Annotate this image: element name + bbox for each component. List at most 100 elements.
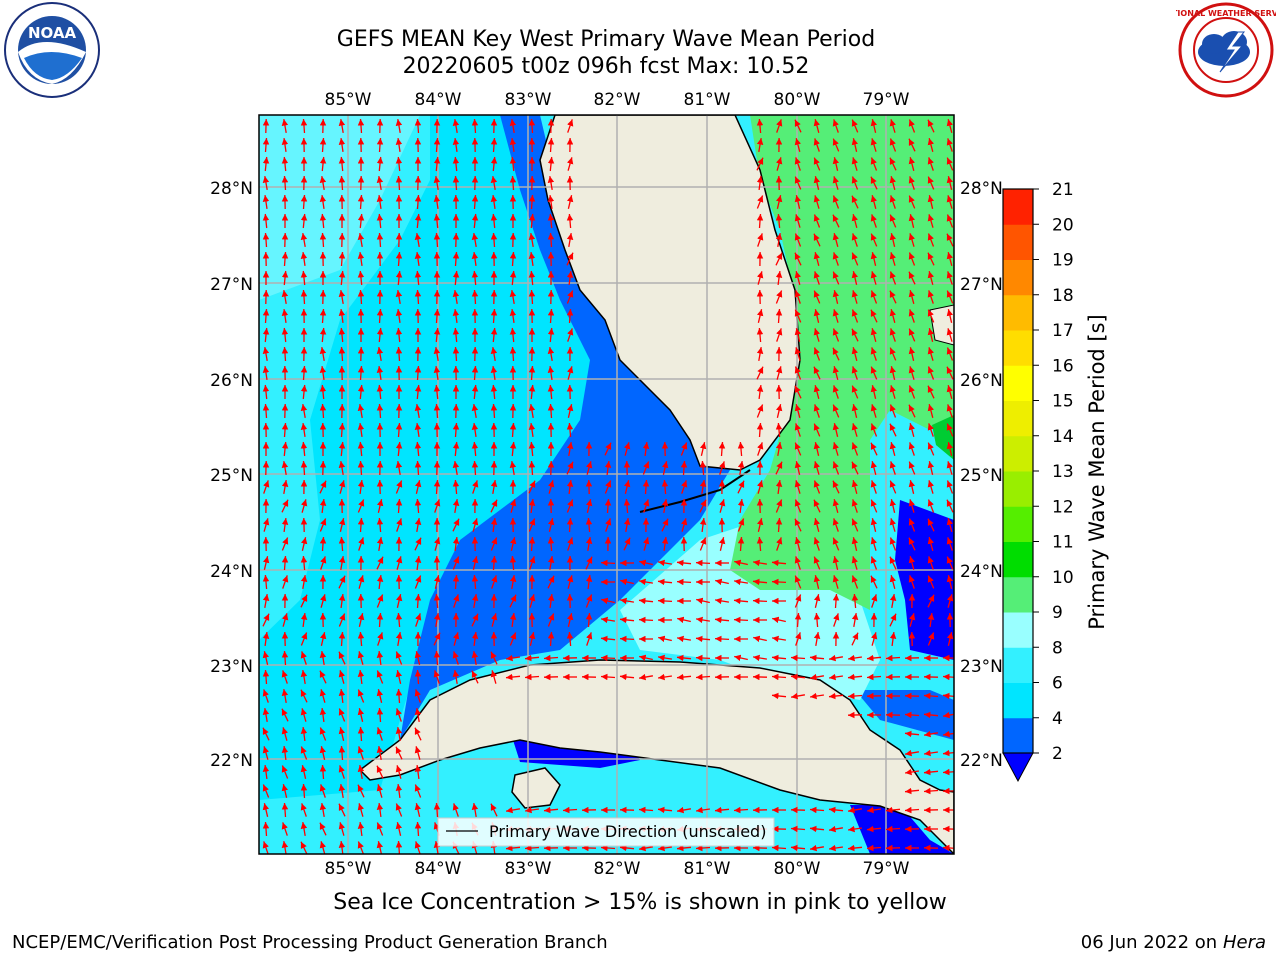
wave-direction-arrow [795,632,802,646]
wave-direction-arrow [509,327,517,343]
wave-direction-arrow [433,840,441,854]
wave-direction-arrow [338,670,346,684]
wave-direction-arrow [319,536,327,552]
wave-direction-arrow [433,650,441,666]
wave-direction-arrow [528,403,536,419]
wave-direction-arrow [300,423,308,437]
wave-direction-arrow [908,366,915,380]
wave-direction-arrow [927,157,934,171]
wave-direction-arrow [832,214,840,228]
wave-direction-arrow [433,612,441,628]
wave-direction-arrow [946,347,954,361]
wave-direction-arrow [870,176,878,190]
lat-label-left: 23°N [210,657,253,677]
wave-direction-arrow [715,578,729,586]
wave-direction-arrow [567,537,574,551]
wave-direction-arrow [889,480,897,494]
wave-direction-arrow [657,597,673,605]
wave-direction-arrow [794,575,802,589]
wave-direction-arrow [547,384,555,400]
wave-direction-arrow [870,195,878,209]
wave-direction-arrow [471,518,479,532]
wave-direction-arrow [832,442,839,456]
wave-direction-arrow [414,707,422,723]
wave-direction-arrow [471,403,479,419]
wave-direction-arrow [756,480,764,494]
wave-direction-arrow [262,746,270,760]
lon-label-top: 81°W [684,90,731,110]
lat-label-left: 25°N [210,466,253,486]
wave-direction-arrow [946,328,953,342]
wave-direction-arrow [794,214,801,228]
wave-direction-arrow [790,692,806,700]
wave-direction-arrow [681,480,688,494]
wave-direction-arrow [452,441,460,457]
wave-direction-arrow [889,119,896,133]
lat-label-left: 27°N [210,275,253,295]
wave-direction-arrow [927,176,935,190]
wave-direction-arrow [619,616,635,624]
footer-date: 06 Jun 2022 on Hera [1081,932,1266,953]
wave-direction-arrow [262,556,270,570]
wave-direction-arrow [885,806,901,814]
wave-direction-arrow [452,518,460,532]
lon-label-bottom: 82°W [594,859,641,879]
wave-direction-arrow [832,537,840,551]
wave-direction-arrow [505,844,521,852]
wave-direction-arrow [338,138,346,152]
wave-direction-arrow [642,537,650,551]
colorbar-tick-label: 19 [1052,251,1074,271]
wave-direction-arrow [794,404,802,418]
wave-direction-arrow [300,441,308,457]
wave-direction-arrow [851,518,859,532]
wave-direction-arrow [809,825,825,833]
wave-direction-arrow [338,156,346,172]
wave-direction-arrow [357,708,365,722]
wave-direction-arrow [775,517,783,533]
wave-direction-arrow [262,707,270,723]
wave-direction-arrow [319,650,327,666]
wave-direction-arrow [262,727,270,741]
lon-label-bottom: 85°W [325,859,372,879]
map-area: Primary Wave Direction (unscaled) [259,115,954,854]
wave-direction-arrow [319,784,326,798]
wave-direction-arrow [433,156,441,172]
wave-direction-arrow [714,806,730,814]
wave-direction-arrow [889,632,897,646]
wave-direction-arrow [600,844,616,852]
wave-direction-arrow [794,461,802,475]
wave-direction-arrow [946,366,954,380]
wave-direction-arrow [528,270,536,286]
wave-direction-arrow [376,822,384,836]
wave-direction-arrow [338,518,346,532]
wave-direction-arrow [871,594,878,608]
wave-direction-arrow [528,213,536,229]
wave-direction-arrow [395,612,403,628]
wave-direction-arrow [509,460,517,476]
wave-direction-arrow [491,575,498,589]
wave-direction-arrow [851,537,859,551]
wave-direction-arrow [262,765,270,779]
lat-label-left: 26°N [210,371,253,391]
colorbar-segment [1003,400,1033,437]
wave-direction-arrow [752,559,768,567]
wave-direction-arrow [262,195,270,209]
wave-direction-arrow [775,232,783,248]
wave-direction-arrow [851,271,859,285]
wave-direction-arrow [453,594,460,608]
wave-direction-arrow [472,480,479,494]
wave-direction-arrow [775,157,783,171]
wave-direction-arrow [471,441,479,457]
wave-direction-arrow [414,270,422,286]
wave-direction-arrow [281,175,289,191]
wave-direction-arrow [262,384,270,400]
wave-direction-arrow [889,252,896,266]
wave-direction-arrow [414,213,422,229]
wave-direction-arrow [851,575,859,589]
wave-direction-arrow [772,616,786,624]
wave-direction-arrow [262,346,270,362]
wave-direction-arrow [357,289,365,305]
wave-direction-arrow [562,806,578,814]
wave-direction-arrow [946,271,953,285]
wave-direction-arrow [908,271,916,285]
